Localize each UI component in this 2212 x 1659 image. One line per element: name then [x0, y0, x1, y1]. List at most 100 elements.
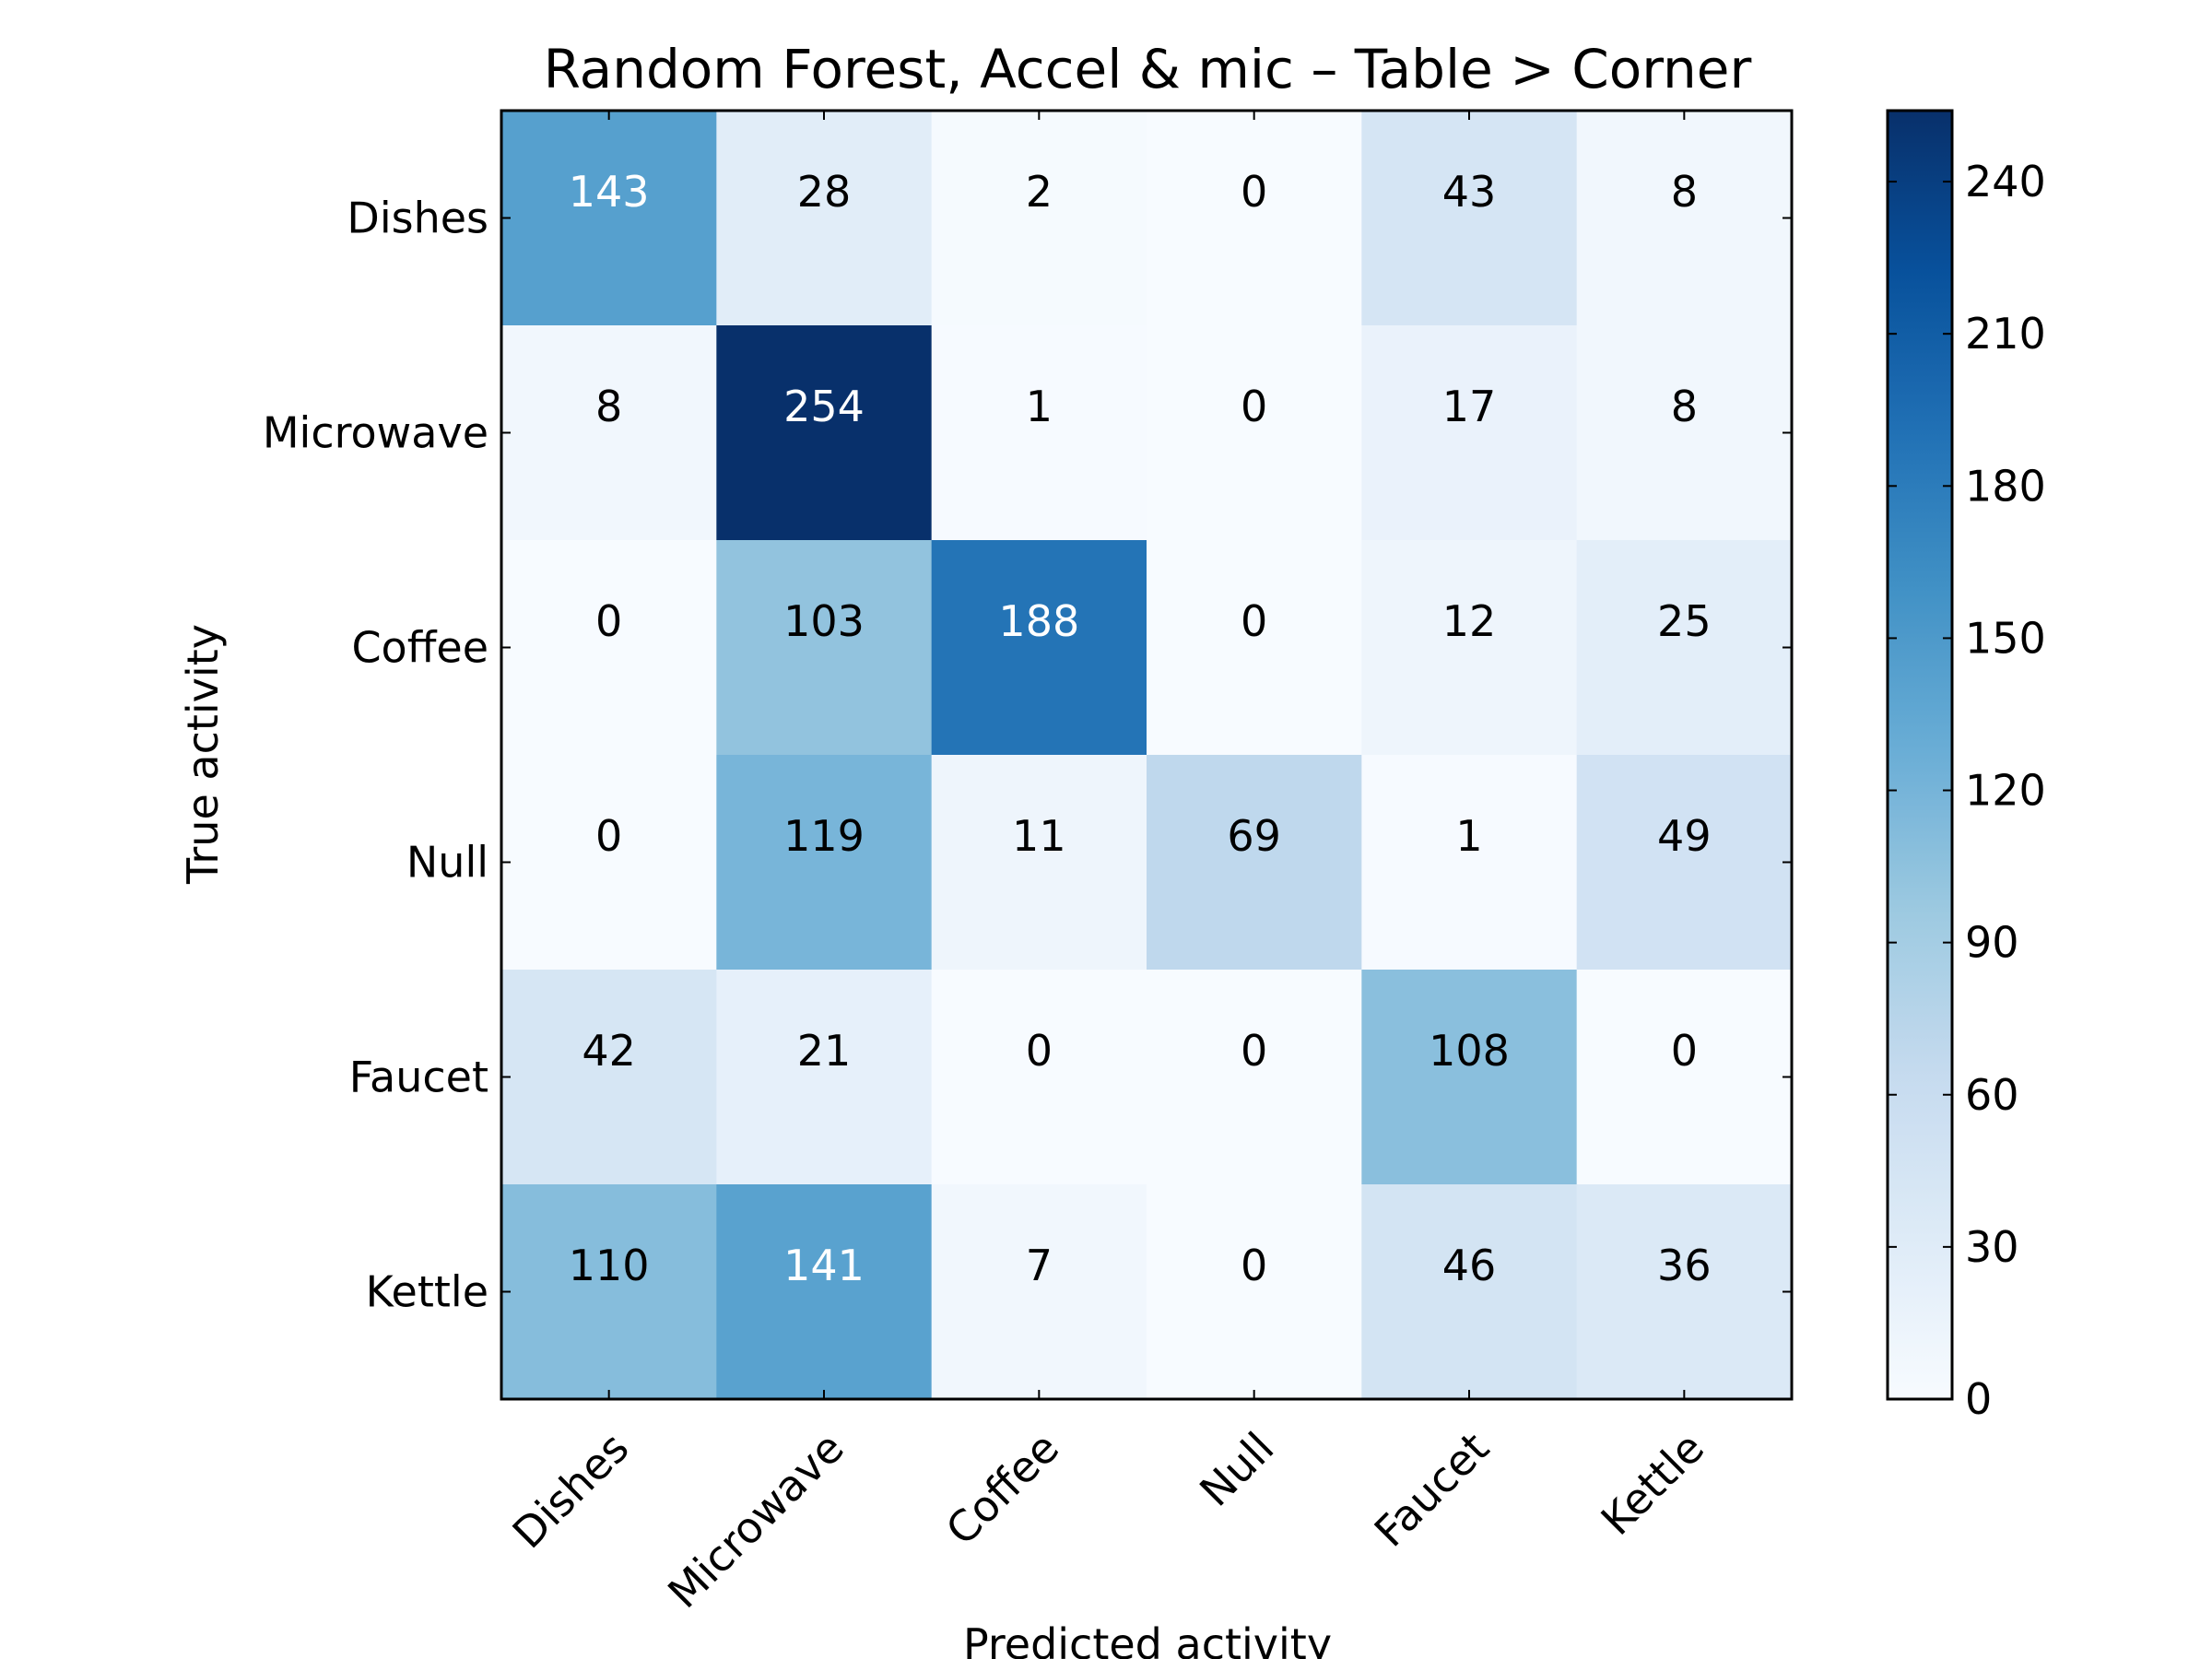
cell-value-2-2: 188 [998, 596, 1079, 646]
heatmap-cell-2-2 [931, 540, 1147, 756]
heatmap-cell-2-4 [1361, 540, 1578, 756]
cell-value-0-2: 2 [1026, 167, 1053, 217]
heatmap-cell-1-4 [1361, 325, 1578, 541]
cell-value-4-4: 108 [1429, 1026, 1510, 1076]
heatmap-cell-3-3 [1147, 755, 1362, 971]
cell-value-1-4: 17 [1442, 382, 1497, 431]
cell-value-0-4: 43 [1442, 167, 1497, 217]
y-tick-label-null: Null [406, 838, 488, 888]
colorbar-tick-label-120: 120 [1965, 766, 2046, 816]
heatmap-cell-2-0 [501, 540, 717, 756]
colorbar-tick-label-180: 180 [1965, 461, 2046, 511]
heatmap-cell-3-4 [1361, 755, 1578, 971]
x-tick-label-null: Null [1190, 1423, 1283, 1516]
heatmap-cell-4-1 [716, 970, 933, 1185]
x-tick-label-kettle: Kettle [1592, 1423, 1713, 1545]
heatmap-cell-2-1 [716, 540, 933, 756]
cell-value-2-5: 25 [1657, 596, 1712, 646]
heatmap-cell-4-0 [501, 970, 717, 1185]
heatmap-cell-3-2 [931, 755, 1147, 971]
colorbar-tick-label-0: 0 [1965, 1374, 1992, 1424]
cell-value-5-5: 36 [1657, 1241, 1712, 1290]
heatmap-cell-4-3 [1147, 970, 1362, 1185]
cell-value-3-1: 119 [783, 811, 865, 861]
y-tick-label-microwave: Microwave [263, 408, 488, 458]
heatmap-cell-5-5 [1576, 1184, 1793, 1400]
cell-value-2-3: 0 [1241, 596, 1267, 646]
cell-value-3-5: 49 [1657, 811, 1712, 861]
cell-value-5-0: 110 [569, 1241, 650, 1290]
heatmap-cell-3-1 [716, 755, 933, 971]
x-tick-labels: Dishes Microwave Coffee Null Faucet Kettle [503, 1423, 1713, 1618]
heatmap-cell-2-5 [1576, 540, 1793, 756]
x-tick-label-coffee: Coffee [936, 1423, 1068, 1555]
cell-value-4-5: 0 [1671, 1026, 1698, 1076]
y-tick-label-kettle: Kettle [366, 1267, 488, 1317]
heatmap-cell-1-2 [931, 325, 1147, 541]
heatmap-cell-4-4 [1361, 970, 1578, 1185]
heatmap-cell-3-5 [1576, 755, 1793, 971]
cell-value-5-3: 0 [1241, 1241, 1267, 1290]
cell-value-5-1: 141 [783, 1241, 865, 1290]
cell-value-1-0: 8 [595, 382, 622, 431]
x-tick-label-dishes: Dishes [503, 1423, 639, 1559]
cell-value-0-0: 143 [569, 167, 650, 217]
cell-value-4-2: 0 [1026, 1026, 1053, 1076]
heatmap-cell-2-3 [1147, 540, 1362, 756]
cell-value-3-4: 1 [1455, 811, 1482, 861]
y-tick-label-coffee: Coffee [351, 623, 488, 673]
heatmap-cell-1-0 [501, 325, 717, 541]
heatmap-cell-1-5 [1576, 325, 1793, 541]
chart-title: Random Forest, Accel & mic – Table > Cor… [544, 38, 1752, 100]
cell-value-3-3: 69 [1227, 811, 1281, 861]
cell-value-5-4: 46 [1442, 1241, 1497, 1290]
cell-value-2-1: 103 [783, 596, 865, 646]
heatmap-cell-0-4 [1361, 111, 1578, 326]
cell-value-2-4: 12 [1442, 596, 1497, 646]
heatmap-cell-3-0 [501, 755, 717, 971]
cell-value-4-0: 42 [582, 1026, 636, 1076]
cell-value-1-5: 8 [1671, 382, 1698, 431]
cell-value-4-3: 0 [1241, 1026, 1267, 1076]
heatmap-cell-0-5 [1576, 111, 1793, 326]
y-axis-label: True activity [178, 624, 228, 885]
heatmap-cell-5-0 [501, 1184, 717, 1400]
colorbar-tick-label-240: 240 [1965, 157, 2046, 206]
colorbar [1886, 109, 1954, 1401]
axis-ticks [501, 111, 1792, 1399]
y-tick-labels: Dishes Microwave Coffee Null Faucet Kettle [263, 194, 488, 1317]
colorbar-tick-label-90: 90 [1965, 918, 2019, 968]
heatmap-cell-labels: 143 28 2 0 43 88 254 1 0 17 80 103 188 0 12 250 119 11 69 1… [569, 167, 1712, 1290]
cell-value-0-3: 0 [1241, 167, 1267, 217]
cell-value-1-2: 1 [1026, 382, 1053, 431]
x-axis-label: Predicted activity [963, 1619, 1332, 1659]
plot-frame [500, 109, 1794, 1401]
y-tick-label-faucet: Faucet [349, 1053, 488, 1102]
cell-value-3-0: 0 [595, 811, 622, 861]
y-tick-label-dishes: Dishes [347, 194, 488, 243]
cell-value-0-1: 28 [797, 167, 852, 217]
cell-value-2-0: 0 [595, 596, 622, 646]
colorbar-tick-label-210: 210 [1965, 309, 2046, 359]
heatmap-cell-4-2 [931, 970, 1147, 1185]
x-tick-label-faucet: Faucet [1365, 1423, 1499, 1557]
heatmap-cell-5-4 [1361, 1184, 1578, 1400]
colorbar-ticks: 0 30 60 90 120 150 180 210 240 [1888, 157, 2046, 1424]
heatmap-cell-4-5 [1576, 970, 1793, 1185]
heatmap-cell-5-2 [931, 1184, 1147, 1400]
heatmap-cell-5-1 [716, 1184, 933, 1400]
colorbar-tick-label-60: 60 [1965, 1070, 2019, 1120]
heatmap-cell-0-2 [931, 111, 1147, 326]
cell-value-1-1: 254 [783, 382, 865, 431]
heatmap-cell-5-3 [1147, 1184, 1362, 1400]
cell-value-0-5: 8 [1671, 167, 1698, 217]
cell-value-4-1: 21 [797, 1026, 852, 1076]
heatmap-cell-1-3 [1147, 325, 1362, 541]
heatmap-cell-1-1 [716, 325, 933, 541]
heatmap-cells [501, 111, 1793, 1400]
cell-value-1-3: 0 [1241, 382, 1267, 431]
colorbar-tick-label-150: 150 [1965, 613, 2046, 663]
heatmap-cell-0-1 [716, 111, 933, 326]
colorbar-tick-label-30: 30 [1965, 1222, 2019, 1272]
heatmap-cell-0-0 [501, 111, 717, 326]
